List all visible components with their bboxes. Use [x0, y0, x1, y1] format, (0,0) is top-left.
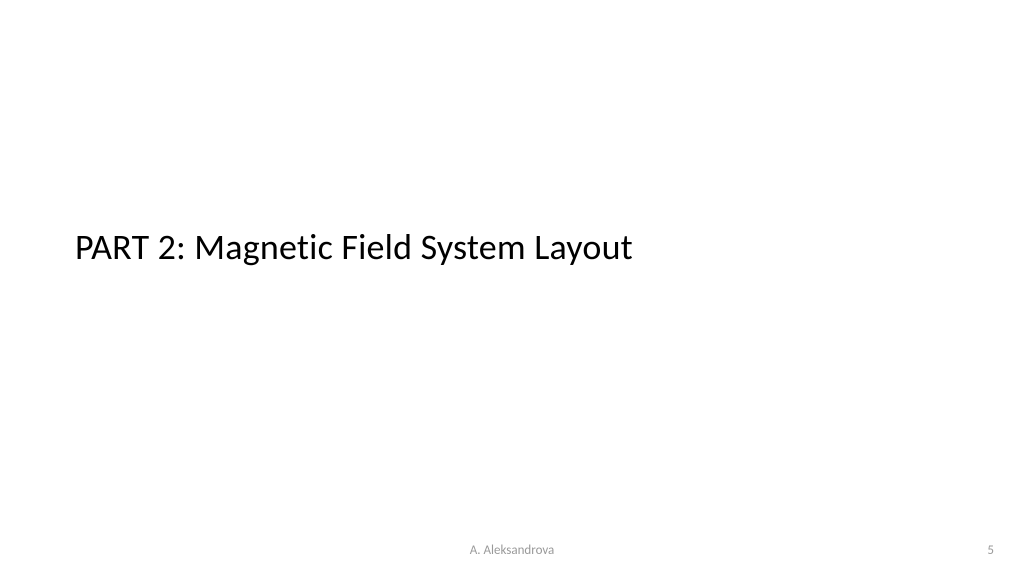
slide-title: PART 2: Magnetic Field System Layout: [75, 225, 633, 269]
footer-page-number: 5: [987, 543, 994, 558]
footer-author: A. Aleksandrova: [470, 543, 555, 558]
